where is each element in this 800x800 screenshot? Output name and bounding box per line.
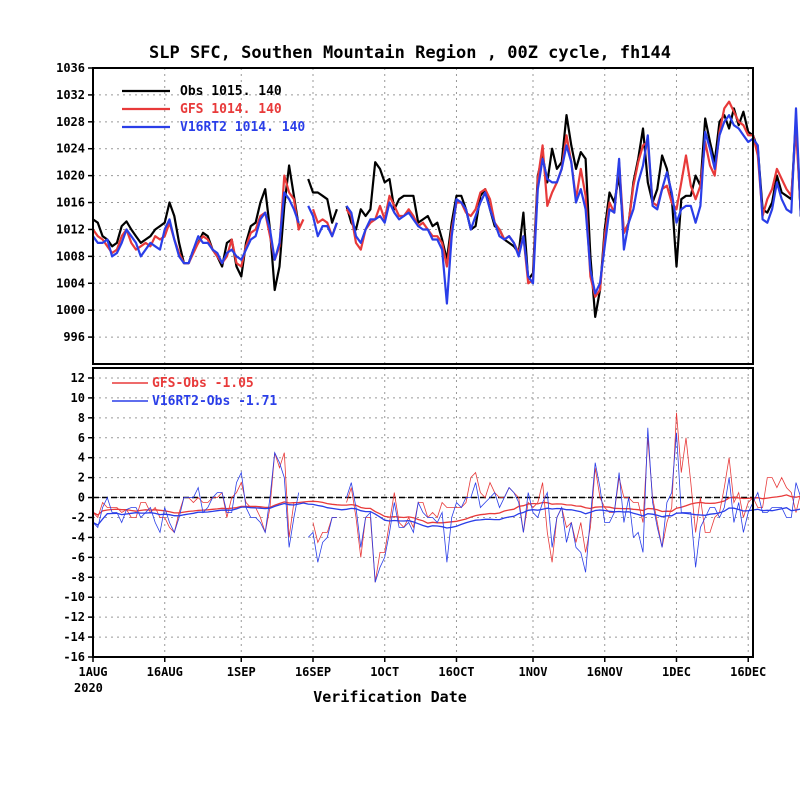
x-tick-label: 1AUG xyxy=(79,665,108,679)
x-tick-label: 1NOV xyxy=(519,665,548,679)
legend-label: V16RT2-Obs -1.71 xyxy=(152,394,277,409)
x-tick-label: 1SEP xyxy=(227,665,256,679)
x-tick-label: 16DEC xyxy=(730,665,766,679)
y-tick-label: -4 xyxy=(71,530,85,544)
top-panel-frame xyxy=(92,67,754,365)
y-tick-label: 1004 xyxy=(56,276,85,290)
series-line-v16 xyxy=(92,107,800,305)
diff-line-v16_diff xyxy=(92,427,800,583)
x-tick-label: 1DEC xyxy=(662,665,691,679)
legend-label: GFS 1014. 140 xyxy=(180,102,282,117)
chart-title: SLP SFC, Southen Mountain Region , 00Z c… xyxy=(149,43,671,63)
x-tick-label: 16SEP xyxy=(295,665,331,679)
top-panel: Obs 1015. 140 GFS 1014. 140 V16RT2 1014. 1… xyxy=(56,61,800,365)
x-year-label: 2020 xyxy=(74,681,103,695)
series-line-obs xyxy=(92,107,800,318)
y-tick-label: 1028 xyxy=(56,115,85,129)
y-tick-label: 1024 xyxy=(56,142,85,156)
y-tick-label: -8 xyxy=(71,570,85,584)
y-tick-label: 1000 xyxy=(56,303,85,317)
y-tick-label: 1036 xyxy=(56,61,85,75)
y-tick-label: 1032 xyxy=(56,88,85,102)
y-tick-label: -10 xyxy=(63,590,85,604)
bottom-panel-frame xyxy=(92,367,754,658)
y-tick-label: -16 xyxy=(63,650,85,664)
y-tick-label: 10 xyxy=(71,391,85,405)
y-tick-label: 4 xyxy=(78,451,85,465)
y-tick-label: 1016 xyxy=(56,196,85,210)
bottom-legend: GFS-Obs -1.05 V16RT2-Obs -1.71 xyxy=(112,376,277,409)
legend-label: GFS-Obs -1.05 xyxy=(152,376,254,391)
running-mean-gfs_diff xyxy=(92,494,800,524)
top-series-lines xyxy=(92,100,800,318)
top-legend: Obs 1015. 140 GFS 1014. 140 V16RT2 1014. 1… xyxy=(122,84,305,135)
bottom-series-lines xyxy=(92,412,800,583)
y-tick-label: 1012 xyxy=(56,222,85,236)
y-tick-label: 6 xyxy=(78,431,85,445)
bottom-grid xyxy=(93,368,753,657)
legend-label: Obs 1015. 140 xyxy=(180,84,282,99)
x-axis-label: Verification Date xyxy=(313,688,467,706)
y-tick-label: 1008 xyxy=(56,249,85,263)
x-tick-label: 16AUG xyxy=(147,665,183,679)
y-tick-label: 8 xyxy=(78,411,85,425)
y-tick-label: -12 xyxy=(63,610,85,624)
y-tick-label: -14 xyxy=(63,630,85,644)
top-y-tick-labels: 996 1000 1004 1008 1012 1016 1020 1024 1028 1032 1… xyxy=(56,61,93,344)
bottom-y-tick-labels: -16 -14 -12 -10 -8 -6 -4 -2 0 2 4 6 8 10 12 xyxy=(63,371,93,664)
y-tick-label: 0 xyxy=(78,491,85,505)
y-tick-label: -2 xyxy=(71,510,85,524)
running-mean-v16_diff xyxy=(92,502,800,529)
top-grid xyxy=(93,68,753,364)
x-tick-label: 1OCT xyxy=(370,665,399,679)
y-tick-label: 1020 xyxy=(56,169,85,183)
x-tick-label: 16NOV xyxy=(587,665,623,679)
x-tick-label: 16OCT xyxy=(438,665,474,679)
y-tick-label: 2 xyxy=(78,471,85,485)
y-tick-label: 12 xyxy=(71,371,85,385)
x-tick-labels: 1AUG 16AUG 1SEP 16SEP 1OCT 16OCT 1NOV 16NOV 1DEC… xyxy=(79,657,766,679)
y-tick-label: 996 xyxy=(63,330,85,344)
y-tick-label: -6 xyxy=(71,550,85,564)
legend-label: V16RT2 1014. 140 xyxy=(180,120,305,135)
